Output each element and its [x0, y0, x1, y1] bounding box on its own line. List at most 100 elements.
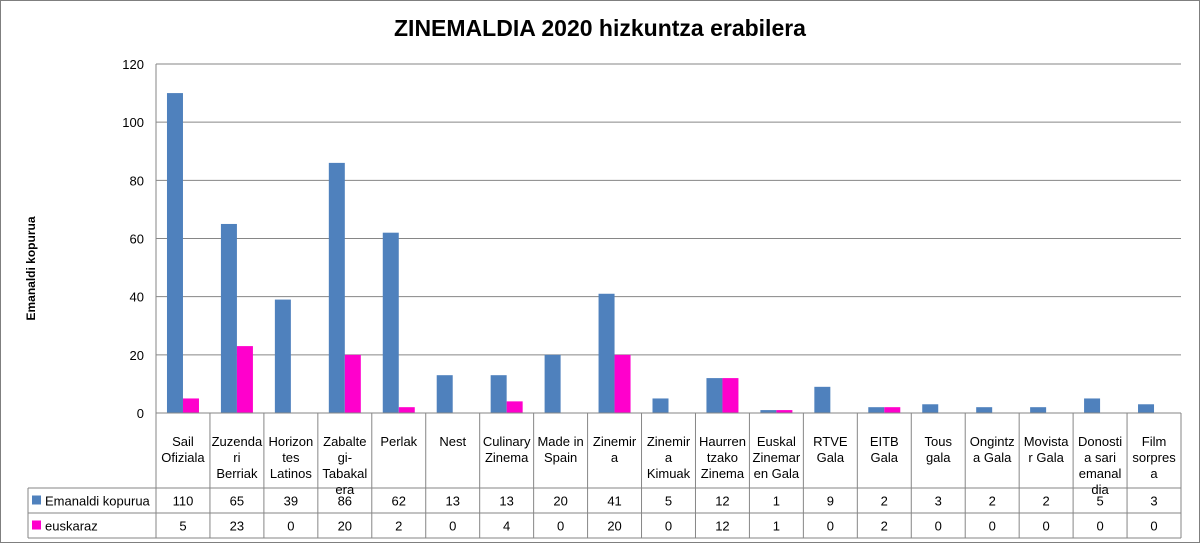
bar-euskaraz	[722, 378, 739, 413]
data-label: 2	[881, 494, 888, 509]
chart-title: ZINEMALDIA 2020 hizkuntza erabilera	[394, 15, 806, 41]
data-label: 2	[395, 519, 402, 534]
data-label: 13	[445, 494, 459, 509]
y-tick-label: 100	[122, 115, 144, 130]
legend-swatch	[32, 495, 41, 505]
x-category-label: Euskal Zinemar en Gala	[753, 434, 801, 481]
x-category-label: Zabalte gi-Tabakal era	[322, 434, 367, 497]
x-category-label: Zinemir a Kimuak	[647, 434, 691, 481]
data-label: 12	[715, 494, 729, 509]
x-category-label: Zuzenda ri Berriak	[212, 434, 263, 481]
y-tick-label: 40	[130, 290, 144, 305]
bar-euskaraz	[236, 346, 253, 413]
bar-emanaldi	[814, 386, 831, 413]
bar-emanaldi	[868, 407, 885, 413]
y-axis-label: Emanaldi kopurua	[24, 216, 38, 320]
data-label: 9	[827, 494, 834, 509]
x-category-label: Horizon tes Latinos	[268, 434, 313, 481]
data-label: 4	[503, 519, 510, 534]
bar-euskaraz	[398, 407, 415, 413]
data-label: 23	[230, 519, 244, 534]
bar-emanaldi	[1084, 398, 1101, 413]
data-label: 5	[1096, 494, 1103, 509]
y-tick-label: 0	[137, 406, 144, 421]
legend-label: Emanaldi kopurua	[45, 494, 151, 509]
bar-euskaraz	[776, 410, 793, 413]
x-category-label: RTVE Gala	[813, 434, 848, 465]
x-category-label: Tous gala	[925, 434, 953, 465]
bar-euskaraz	[884, 407, 901, 413]
bar-euskaraz	[182, 398, 199, 413]
data-label: 20	[338, 519, 352, 534]
bar-emanaldi	[1138, 404, 1155, 413]
data-label: 86	[338, 494, 352, 509]
bar-emanaldi	[436, 375, 453, 413]
data-label: 3	[935, 494, 942, 509]
data-label: 110	[173, 494, 194, 509]
bar-emanaldi	[922, 404, 939, 413]
data-label: 1	[773, 519, 780, 534]
data-label: 2	[1043, 494, 1050, 509]
data-label: 65	[230, 494, 244, 509]
bar-emanaldi	[328, 162, 345, 413]
data-label: 0	[1043, 519, 1050, 534]
data-label: 0	[827, 519, 834, 534]
bar-emanaldi	[760, 410, 777, 413]
bar-emanaldi	[544, 354, 561, 413]
x-category-label: Nest	[439, 434, 466, 449]
data-label: 5	[665, 494, 672, 509]
bar-emanaldi	[166, 93, 183, 413]
data-label: 20	[553, 494, 567, 509]
y-tick-label: 20	[130, 348, 144, 363]
x-category-label: Film sorpres a	[1132, 434, 1176, 481]
data-label: 0	[665, 519, 672, 534]
data-label: 13	[499, 494, 513, 509]
x-category-label: Sail Ofiziala	[161, 434, 205, 465]
legend-swatch	[32, 520, 41, 530]
x-category-label: Donosti a sari emanal dia	[1078, 434, 1122, 497]
bar-emanaldi	[490, 375, 507, 413]
x-category-label: Made in Spain	[537, 434, 583, 465]
bar-emanaldi	[598, 293, 615, 413]
y-tick-label: 120	[122, 57, 144, 72]
x-category-label: Perlak	[380, 434, 417, 449]
data-label: 0	[557, 519, 564, 534]
data-label: 0	[1096, 519, 1103, 534]
data-label: 1	[773, 494, 780, 509]
bar-emanaldi	[382, 232, 399, 413]
bar-emanaldi	[706, 378, 723, 413]
x-category-label: EITB Gala	[870, 434, 899, 465]
bar-euskaraz	[344, 354, 361, 413]
x-category-label: Zinemir a	[593, 434, 637, 465]
x-category-label: Ongintz a Gala	[970, 434, 1015, 465]
bar-euskaraz	[614, 354, 631, 413]
data-label: 0	[989, 519, 996, 534]
x-category-label: Haurren tzako Zinema	[699, 434, 746, 481]
data-label: 39	[284, 494, 298, 509]
y-tick-label: 60	[130, 232, 144, 247]
y-tick-label: 80	[130, 173, 144, 188]
data-label: 0	[1150, 519, 1157, 534]
bar-emanaldi	[652, 398, 669, 413]
data-label: 0	[449, 519, 456, 534]
bar-emanaldi	[274, 299, 291, 413]
data-label: 3	[1150, 494, 1157, 509]
bar-emanaldi	[220, 223, 237, 413]
data-label: 62	[392, 494, 406, 509]
data-label: 2	[989, 494, 996, 509]
legend-label: euskaraz	[45, 519, 98, 534]
data-label: 0	[287, 519, 294, 534]
data-label: 5	[179, 519, 186, 534]
data-label: 0	[935, 519, 942, 534]
data-label: 41	[607, 494, 621, 509]
bar-emanaldi	[1030, 407, 1047, 413]
x-category-label: Movista r Gala	[1024, 434, 1070, 465]
bar-emanaldi	[976, 407, 993, 413]
data-label: 2	[881, 519, 888, 534]
x-category-label: Culinary Zinema	[483, 434, 531, 465]
data-label: 20	[607, 519, 621, 534]
data-label: 12	[715, 519, 729, 534]
bar-euskaraz	[506, 401, 523, 413]
